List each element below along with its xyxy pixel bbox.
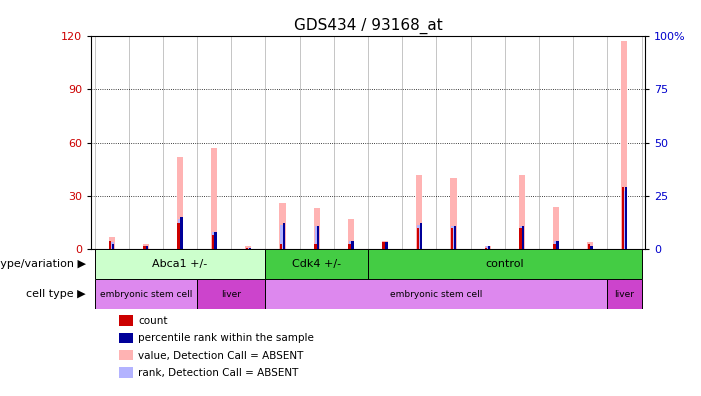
Bar [109, 237, 115, 249]
Bar [368, 249, 641, 279]
Bar [485, 248, 487, 249]
Text: percentile rank within the sample: percentile rank within the sample [138, 333, 314, 343]
Bar [519, 226, 524, 249]
Bar [607, 279, 641, 309]
Bar [95, 279, 197, 309]
Text: liver: liver [614, 289, 634, 299]
Bar [245, 246, 252, 249]
Bar [590, 246, 593, 249]
Bar [554, 240, 558, 249]
Text: genotype/variation ▶: genotype/variation ▶ [0, 259, 86, 269]
Bar [349, 240, 353, 249]
Bar [314, 244, 317, 249]
Bar [625, 187, 627, 249]
Bar [621, 41, 627, 249]
Bar [416, 228, 419, 249]
Text: control: control [486, 259, 524, 269]
Bar [553, 207, 559, 249]
Bar [553, 244, 556, 249]
Bar [587, 244, 590, 249]
Bar [246, 248, 250, 249]
Bar [246, 248, 248, 249]
Bar [419, 223, 422, 249]
Bar [348, 244, 350, 249]
Text: rank, Detection Call = ABSENT: rank, Detection Call = ABSENT [138, 368, 299, 378]
Text: Cdk4 +/-: Cdk4 +/- [292, 259, 341, 269]
Text: embryonic stem cell: embryonic stem cell [100, 289, 192, 299]
Bar [587, 242, 593, 249]
Bar [280, 203, 285, 249]
Bar [146, 246, 149, 249]
Bar [348, 219, 354, 249]
Bar [215, 232, 217, 249]
Text: liver: liver [222, 289, 241, 299]
Bar [119, 315, 132, 326]
Text: cell type ▶: cell type ▶ [26, 289, 86, 299]
Title: GDS434 / 93168_at: GDS434 / 93168_at [294, 18, 442, 34]
Bar [622, 190, 627, 249]
Bar [143, 246, 146, 249]
Bar [212, 232, 217, 249]
Bar [211, 148, 217, 249]
Bar [95, 249, 266, 279]
Bar [109, 240, 111, 249]
Bar [488, 246, 490, 249]
Bar [382, 240, 388, 249]
Bar [622, 187, 624, 249]
Bar [177, 157, 183, 249]
Bar [197, 279, 266, 309]
Bar [266, 249, 368, 279]
Text: value, Detection Call = ABSENT: value, Detection Call = ABSENT [138, 350, 304, 361]
Bar [280, 244, 283, 249]
Bar [417, 225, 421, 249]
Bar [351, 240, 353, 249]
Bar [557, 240, 559, 249]
Bar [383, 242, 385, 249]
Bar [180, 217, 183, 249]
Bar [519, 228, 522, 249]
Bar [315, 226, 319, 249]
Bar [144, 246, 148, 249]
Bar [119, 367, 132, 378]
Bar [451, 178, 456, 249]
Bar [484, 246, 491, 249]
Text: embryonic stem cell: embryonic stem cell [390, 289, 482, 299]
Bar [454, 226, 456, 249]
Bar [386, 242, 388, 249]
Bar [522, 226, 524, 249]
Bar [143, 244, 149, 249]
Bar [588, 246, 592, 249]
Bar [486, 246, 490, 249]
Bar [177, 223, 179, 249]
Bar [451, 228, 454, 249]
Bar [383, 244, 387, 249]
Bar [416, 175, 423, 249]
Bar [280, 225, 285, 249]
Bar [519, 175, 525, 249]
Bar [112, 244, 114, 249]
Text: count: count [138, 316, 168, 326]
Bar [249, 248, 251, 249]
Bar [212, 235, 214, 249]
Bar [317, 226, 320, 249]
Bar [109, 242, 114, 249]
Bar [119, 350, 132, 360]
Bar [283, 223, 285, 249]
Bar [451, 226, 456, 249]
Text: Abca1 +/-: Abca1 +/- [152, 259, 207, 269]
Bar [119, 333, 132, 343]
Bar [313, 208, 320, 249]
Bar [266, 279, 607, 309]
Bar [178, 219, 182, 249]
